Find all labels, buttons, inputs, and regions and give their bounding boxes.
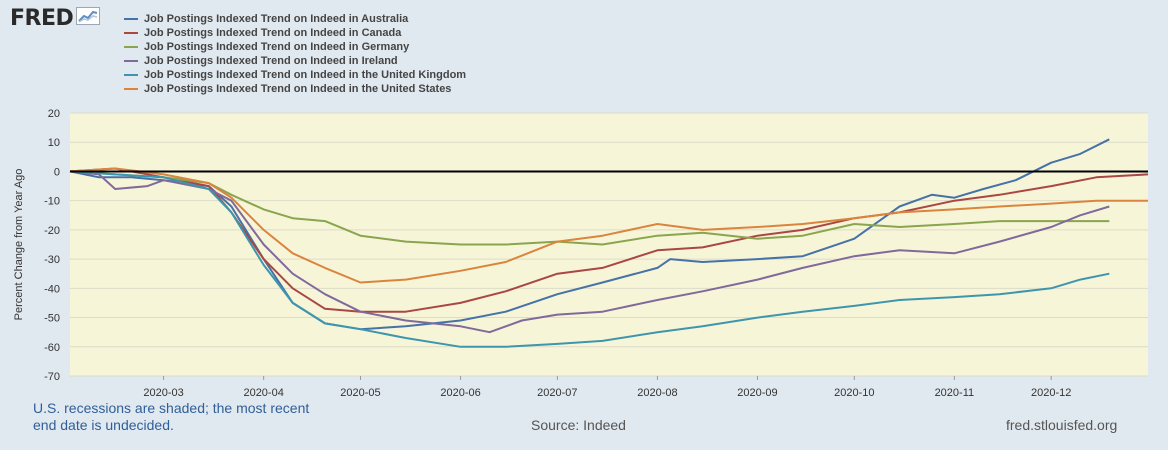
legend-label: Job Postings Indexed Trend on Indeed in … — [144, 41, 410, 53]
legend-swatch — [124, 74, 138, 76]
y-tick-label: -50 — [44, 313, 60, 325]
x-tick-label: 2020-07 — [537, 387, 577, 399]
recession-note: U.S. recessions are shaded; the most rec… — [33, 400, 310, 433]
y-tick-label: 0 — [54, 166, 60, 178]
x-tick-label: 2020-05 — [340, 387, 380, 399]
legend-label: Job Postings Indexed Trend on Indeed in … — [144, 55, 398, 67]
series-line-4 — [69, 170, 1110, 348]
y-tick-label: 10 — [48, 137, 60, 149]
fred-logo[interactable]: FRED — [10, 6, 101, 31]
legend-item[interactable]: Job Postings Indexed Trend on Indeed in … — [124, 12, 466, 26]
plot-area — [70, 113, 1148, 376]
series-line-2 — [69, 170, 1110, 246]
source-label: Source: Indeed — [531, 417, 626, 433]
site-link[interactable]: fred.stlouisfed.org — [1006, 417, 1118, 433]
y-tick-label: -30 — [44, 254, 60, 266]
x-tick-label: 2020-11 — [935, 387, 975, 399]
legend-swatch — [124, 88, 138, 90]
y-axis-label: Percent Change from Year Ago — [13, 169, 25, 321]
legend-item[interactable]: Job Postings Indexed Trend on Indeed in … — [124, 68, 466, 82]
line-chart: 20 10 0 -10 -20 -30 -40 -50 -60 -70 2020-03 2020-04… — [13, 108, 1149, 399]
x-tick-label: 2020-10 — [834, 387, 874, 399]
y-tick-label: -60 — [44, 342, 60, 354]
legend-label: Job Postings Indexed Trend on Indeed in … — [144, 13, 409, 25]
x-tick-label: 2020-09 — [737, 387, 777, 399]
y-tick-label: 20 — [48, 108, 60, 120]
x-tick-label: 2020-12 — [1031, 387, 1071, 399]
chart-legend: Job Postings Indexed Trend on Indeed in … — [124, 12, 466, 96]
y-tick-label: -20 — [44, 225, 60, 237]
x-tick-label: 2020-03 — [143, 387, 183, 399]
legend-label: Job Postings Indexed Trend on Indeed in … — [144, 83, 452, 95]
series-line-3 — [69, 170, 1110, 334]
series-line-0 — [69, 138, 1110, 331]
x-tick-label: 2020-08 — [637, 387, 677, 399]
legend-swatch — [124, 18, 138, 20]
series-line-5 — [69, 167, 1148, 284]
legend-label: Job Postings Indexed Trend on Indeed in … — [144, 27, 402, 39]
legend-item[interactable]: Job Postings Indexed Trend on Indeed in … — [124, 26, 466, 40]
legend-swatch — [124, 32, 138, 34]
y-tick-label: -10 — [44, 196, 60, 208]
x-tick-label: 2020-06 — [440, 387, 480, 399]
fred-chart-icon — [76, 7, 101, 30]
y-tick-label: -70 — [44, 371, 60, 383]
legend-item[interactable]: Job Postings Indexed Trend on Indeed in … — [124, 54, 466, 68]
legend-swatch — [124, 46, 138, 48]
logo-text: FRED — [10, 6, 74, 31]
x-tick-label: 2020-04 — [243, 387, 283, 399]
legend-item[interactable]: Job Postings Indexed Trend on Indeed in … — [124, 40, 466, 54]
legend-label: Job Postings Indexed Trend on Indeed in … — [144, 69, 467, 81]
legend-item[interactable]: Job Postings Indexed Trend on Indeed in … — [124, 82, 466, 96]
legend-swatch — [124, 60, 138, 62]
y-tick-label: -40 — [44, 283, 60, 295]
